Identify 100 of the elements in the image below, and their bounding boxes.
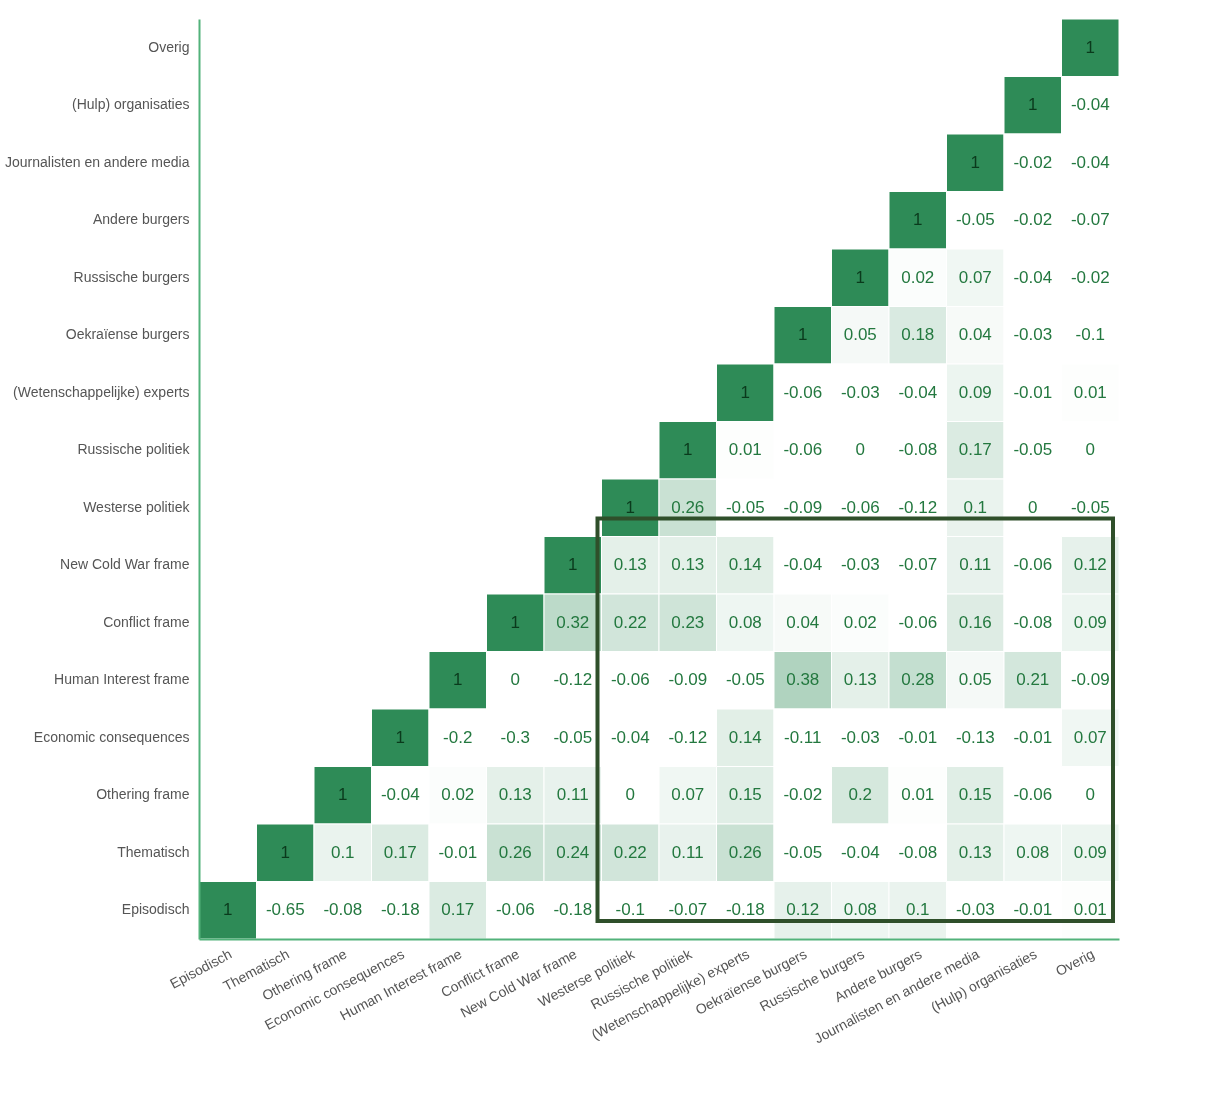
data-label: -0.06 — [495, 900, 535, 920]
data-label: -0.02 — [1070, 267, 1110, 287]
data-label: 0.38 — [786, 670, 820, 690]
data-label: -0.1 — [1075, 325, 1105, 345]
data-label: 0.15 — [958, 785, 992, 805]
data-label: -0.03 — [840, 555, 880, 575]
data-label: 0.01 — [1073, 900, 1107, 920]
data-label: 0.07 — [1073, 727, 1107, 747]
data-label: -0.12 — [898, 497, 938, 517]
y-tick-label: Journalisten en andere media — [5, 153, 190, 170]
data-label: -0.11 — [784, 727, 822, 747]
data-label: -0.04 — [898, 382, 938, 402]
y-tick-label: Human Interest frame — [54, 671, 190, 688]
data-label: 1 — [683, 440, 693, 460]
data-label: 1 — [625, 497, 635, 517]
data-label: -0.03 — [955, 900, 995, 920]
data-label: 0.13 — [613, 555, 647, 575]
data-label: -0.01 — [438, 842, 478, 862]
data-label: 0.13 — [843, 670, 877, 690]
data-label: 0.01 — [728, 440, 762, 460]
data-label: 1 — [1028, 95, 1038, 115]
data-label: 0.17 — [441, 900, 475, 920]
data-label: 0.16 — [958, 612, 992, 632]
data-label: -0.06 — [783, 382, 823, 402]
data-label: 0.01 — [1073, 382, 1107, 402]
data-label: -0.01 — [898, 727, 938, 747]
data-label: 0.1 — [905, 900, 930, 920]
data-label: 0.18 — [901, 325, 935, 345]
data-label: 0.13 — [958, 842, 992, 862]
data-label: 0.02 — [441, 785, 475, 805]
data-label: -0.03 — [840, 382, 880, 402]
data-label: 1 — [280, 842, 290, 862]
data-label: 0.04 — [786, 612, 820, 632]
data-label: -0.05 — [725, 670, 765, 690]
data-label: -0.05 — [725, 497, 765, 517]
y-tick-label: Westerse politiek — [83, 498, 191, 515]
data-label: 0.11 — [959, 555, 992, 575]
data-label: -0.06 — [840, 497, 880, 517]
data-label: -0.05 — [1013, 440, 1053, 460]
y-tick-label: Russische politiek — [77, 441, 191, 458]
data-label: 1 — [855, 267, 865, 287]
data-label: 1 — [740, 382, 750, 402]
data-label: -0.12 — [553, 670, 593, 690]
data-label: 0.2 — [848, 785, 873, 805]
data-label: -0.09 — [1070, 670, 1110, 690]
data-label: 0.26 — [728, 842, 762, 862]
data-label: 0.14 — [728, 727, 762, 747]
data-label: 0.12 — [786, 900, 820, 920]
data-label: 0.08 — [728, 612, 762, 632]
y-tick-label: Episodisch — [121, 901, 190, 918]
y-tick-label: Russische burgers — [73, 268, 190, 285]
data-label: -0.01 — [1013, 900, 1053, 920]
data-label: 0 — [1085, 785, 1095, 805]
data-label: 0.1 — [330, 842, 355, 862]
data-label: 0.28 — [901, 670, 935, 690]
y-tick-label: Economic consequences — [33, 728, 190, 745]
data-label: 0.07 — [958, 267, 992, 287]
y-tick-label: Oekraïense burgers — [65, 326, 190, 343]
data-label: 0 — [1085, 440, 1095, 460]
data-label: 0.09 — [1073, 842, 1107, 862]
data-label: 0.11 — [556, 785, 589, 805]
data-label: 1 — [913, 210, 923, 230]
data-label: -0.65 — [265, 900, 305, 920]
data-label: -0.18 — [380, 900, 420, 920]
data-label: 0.17 — [958, 440, 992, 460]
data-label: 0 — [1028, 497, 1038, 517]
data-label: -0.02 — [1013, 210, 1053, 230]
data-label: -0.08 — [1013, 612, 1053, 632]
data-label: 0.15 — [728, 785, 762, 805]
data-label: 0.13 — [498, 785, 532, 805]
data-label: -0.02 — [1013, 152, 1053, 172]
y-tick-label: (Hulp) organisaties — [72, 96, 190, 113]
data-label: -0.06 — [898, 612, 938, 632]
data-label: 0.14 — [728, 555, 762, 575]
data-label: -0.08 — [898, 440, 938, 460]
data-label: 0.05 — [958, 670, 992, 690]
data-label: -0.07 — [1070, 210, 1110, 230]
data-label: -0.04 — [1070, 152, 1110, 172]
data-label: -0.08 — [323, 900, 363, 920]
data-label: 0.13 — [671, 555, 705, 575]
data-label: 0.26 — [498, 842, 532, 862]
data-label: -0.06 — [1013, 555, 1053, 575]
data-label: 0.22 — [613, 612, 647, 632]
data-label: 0.07 — [671, 785, 705, 805]
data-label: -0.05 — [1070, 497, 1110, 517]
data-label: -0.05 — [783, 842, 823, 862]
data-label: -0.2 — [443, 727, 473, 747]
data-label: 0.11 — [671, 842, 704, 862]
data-label: 0.1 — [963, 497, 988, 517]
data-label: -0.1 — [615, 900, 645, 920]
data-label: 0.12 — [1073, 555, 1107, 575]
y-tick-label: Andere burgers — [92, 211, 190, 228]
data-label: -0.01 — [1013, 727, 1053, 747]
data-label: -0.07 — [898, 555, 938, 575]
data-label: 1 — [223, 900, 233, 920]
data-label: 0.04 — [958, 325, 992, 345]
y-tick-label: Conflict frame — [103, 613, 190, 630]
y-tick-label: Thematisch — [117, 843, 190, 860]
data-label: -0.3 — [500, 727, 530, 747]
data-label: 1 — [1085, 37, 1095, 57]
